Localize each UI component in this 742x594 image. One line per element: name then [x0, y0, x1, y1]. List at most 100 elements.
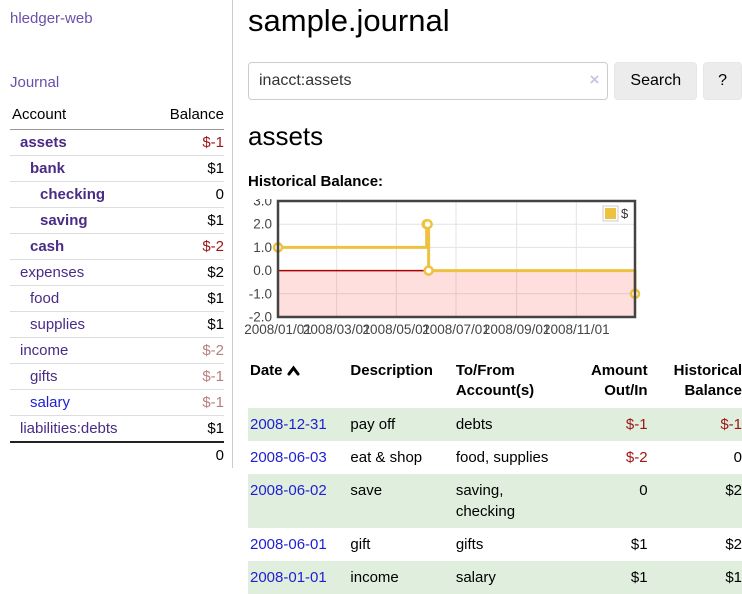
account-name-cell: checking	[10, 181, 151, 208]
register-table: Date Description To/From Account(s) Amou…	[248, 359, 742, 594]
register-accounts: gifts	[455, 535, 484, 553]
account-link[interactable]: salary	[30, 394, 71, 411]
register-description: gift	[350, 535, 371, 553]
register-balance: $1	[725, 568, 742, 586]
accounts-table: Account Balance assets $-1 bank $1 checking 0…	[10, 104, 224, 468]
register-header-amount: Amount Out/In	[590, 362, 648, 400]
accounts-total-row: 0	[10, 441, 224, 468]
table-row: 2008-01-01 income salary $1 $1	[248, 560, 742, 594]
sidebar-item-journal[interactable]: Journal	[10, 74, 60, 91]
svg-text:-1.0: -1.0	[249, 286, 272, 301]
account-link[interactable]: assets	[20, 134, 67, 151]
account-link[interactable]: gifts	[30, 368, 58, 385]
register-accounts: saving, checking	[455, 481, 516, 520]
account-name-cell: liabilities:debts	[10, 415, 151, 442]
account-row: checking 0	[10, 181, 224, 208]
account-row: salary $-1	[10, 389, 224, 416]
register-description: save	[350, 481, 383, 499]
account-balance: $-1	[150, 389, 224, 416]
search-input[interactable]	[248, 62, 609, 100]
account-link[interactable]: food	[30, 290, 60, 307]
register-balance: $2	[725, 535, 742, 553]
register-date-cell: 2008-06-01	[248, 528, 348, 561]
register-header-row: Date Description To/From Account(s) Amou…	[248, 359, 742, 408]
search-form: × Search ?	[248, 62, 742, 100]
account-row: bank $1	[10, 155, 224, 182]
register-description: income	[350, 568, 399, 586]
account-balance: $1	[150, 415, 224, 442]
account-link[interactable]: supplies	[30, 316, 86, 333]
chart-title: Historical Balance:	[248, 173, 384, 190]
register-accounts: food, supplies	[455, 448, 549, 466]
table-row: 2008-06-01 gift gifts $1 $2	[248, 528, 742, 561]
register-date-link[interactable]: 2008-06-03	[250, 448, 327, 466]
account-link[interactable]: bank	[30, 160, 66, 177]
account-balance: 0	[150, 181, 224, 208]
register-header-date[interactable]: Date	[248, 359, 348, 408]
register-date-link[interactable]: 2008-06-01	[250, 535, 327, 553]
accounts-header-balance: Balance	[150, 104, 224, 130]
account-balance: $1	[150, 155, 224, 182]
account-balance: $1	[150, 311, 224, 338]
account-link[interactable]: cash	[30, 238, 65, 255]
account-row: supplies $1	[10, 311, 224, 338]
account-link[interactable]: income	[20, 342, 69, 359]
accounts-header-account: Account	[10, 104, 151, 130]
app-title-link[interactable]: hledger-web	[10, 10, 93, 27]
account-row: liabilities:debts $1	[10, 415, 224, 442]
svg-text:2.0: 2.0	[253, 217, 272, 232]
register-accounts: debts	[455, 415, 493, 433]
account-name-cell: gifts	[10, 363, 151, 390]
account-row: assets $-1	[10, 130, 224, 156]
account-link[interactable]: saving	[40, 212, 88, 229]
register-date-cell: 2008-12-31	[248, 408, 348, 441]
register-date-link[interactable]: 2008-12-31	[250, 415, 327, 433]
svg-text:-2.0: -2.0	[249, 310, 272, 325]
register-date-cell: 2008-06-02	[248, 474, 348, 528]
accounts-header-row: Account Balance	[10, 104, 224, 130]
account-link[interactable]: liabilities:debts	[20, 420, 118, 437]
svg-text:$: $	[621, 206, 629, 221]
account-balance: $-2	[150, 233, 224, 260]
table-row: 2008-06-03 eat & shop food, supplies $-2 0	[248, 441, 742, 474]
sidebar: hledger-web Journal Account Balance asse…	[0, 0, 233, 468]
account-link[interactable]: expenses	[20, 264, 85, 281]
account-row: expenses $2	[10, 259, 224, 286]
account-row: saving $1	[10, 207, 224, 234]
account-name-cell: saving	[10, 207, 151, 234]
register-description: eat & shop	[350, 448, 423, 466]
account-row: cash $-2	[10, 233, 224, 260]
main-content: sample.journal × Search ? assets Histori…	[233, 0, 742, 594]
account-balance: $2	[150, 259, 224, 286]
svg-text:2008/07/01: 2008/07/01	[422, 322, 490, 337]
page-title: sample.journal	[248, 3, 450, 38]
account-name-cell: salary	[10, 389, 151, 416]
account-balance: $1	[150, 207, 224, 234]
account-link[interactable]: checking	[40, 186, 106, 203]
clear-search-icon[interactable]: ×	[589, 70, 600, 89]
account-name-cell: expenses	[10, 259, 151, 286]
account-row: income $-2	[10, 337, 224, 364]
register-accounts: salary	[455, 568, 496, 586]
help-button[interactable]: ?	[703, 62, 742, 100]
svg-text:1.0: 1.0	[253, 240, 272, 255]
account-balance: $-2	[150, 337, 224, 364]
search-button[interactable]: Search	[614, 62, 698, 100]
register-amount: $-1	[625, 415, 648, 433]
svg-text:2008/03/01: 2008/03/01	[303, 322, 371, 337]
register-date-link[interactable]: 2008-06-02	[250, 481, 327, 499]
account-row: gifts $-1	[10, 363, 224, 390]
account-balance: $1	[150, 285, 224, 312]
svg-text:2008/05/01: 2008/05/01	[363, 322, 431, 337]
account-name-cell: cash	[10, 233, 151, 260]
account-name-cell: assets	[10, 130, 151, 156]
register-header-balance: Historical Balance	[673, 362, 742, 400]
account-name-cell: food	[10, 285, 151, 312]
register-header-accounts: To/From Account(s)	[455, 362, 535, 400]
account-heading: assets	[248, 121, 324, 151]
register-date-link[interactable]: 2008-01-01	[250, 568, 327, 586]
register-amount: $-2	[625, 448, 648, 466]
accounts-total-value: 0	[150, 441, 224, 468]
historical-balance-chart[interactable]: $3.0 2.0 1.0 0.0 -1.0 -2.0 2008/01/01 2008/03/0…	[244, 194, 742, 347]
